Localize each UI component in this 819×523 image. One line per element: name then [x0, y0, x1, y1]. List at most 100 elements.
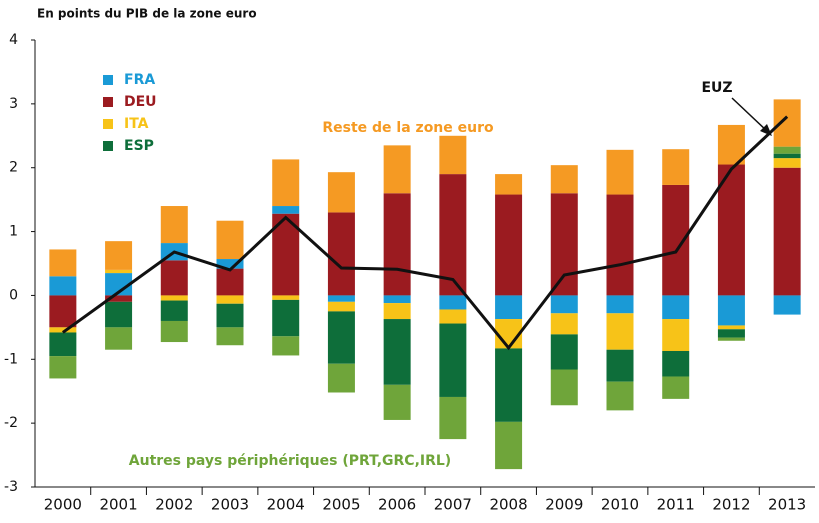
bar-segment — [327, 212, 355, 296]
bar-segment — [495, 421, 523, 470]
x-tick-label: 2011 — [657, 496, 695, 514]
bar-segment — [105, 241, 133, 270]
bar-segment — [383, 145, 411, 194]
legend-label: DEU — [124, 94, 157, 110]
bar-segment — [160, 320, 188, 343]
bar-segment — [216, 220, 244, 260]
bar-segment — [160, 260, 188, 296]
bar-segment — [717, 325, 745, 330]
bar-segment — [606, 313, 634, 350]
bar-segment — [160, 300, 188, 321]
bar-segment — [272, 295, 300, 300]
chart-title: En points du PIB de la zone euro — [37, 7, 257, 21]
bar-segment — [383, 193, 411, 296]
line-label: EUZ — [701, 80, 732, 96]
x-tick-label: 2012 — [712, 496, 750, 514]
bar-segment — [606, 381, 634, 411]
bar-segment — [49, 249, 77, 277]
bar-segment — [662, 149, 690, 185]
bar-segment — [773, 295, 801, 315]
arrow-head — [760, 124, 772, 136]
bar-segment — [606, 295, 634, 314]
bar-segment — [327, 311, 355, 364]
bar-segment — [160, 295, 188, 301]
bar-segment — [495, 295, 523, 320]
bar-segment — [662, 319, 690, 351]
bar-segment — [439, 309, 467, 324]
y-tick-label: 3 — [9, 96, 18, 112]
bar-segment — [272, 336, 300, 356]
bar-segment — [550, 295, 578, 314]
bar-segment — [773, 99, 801, 147]
y-tick-label: -3 — [4, 479, 18, 495]
x-tick-label: 2000 — [44, 496, 82, 514]
bar-segment — [216, 327, 244, 346]
x-tick-label: 2009 — [545, 496, 583, 514]
x-tick-label: 2002 — [155, 496, 193, 514]
bar-segment — [439, 396, 467, 440]
bar-segment — [383, 319, 411, 385]
bar-segment — [717, 295, 745, 326]
y-tick-label: -1 — [4, 351, 18, 367]
bar-segment — [327, 301, 355, 312]
bar-segment — [550, 313, 578, 335]
bar-segment — [216, 268, 244, 296]
legend-swatch — [103, 119, 113, 129]
bar-segment — [606, 349, 634, 382]
x-tick-label: 2006 — [378, 496, 416, 514]
x-tick-label: 2003 — [211, 496, 249, 514]
x-tick-label: 2013 — [768, 496, 806, 514]
bar-segment — [105, 295, 133, 302]
bar-segment — [105, 269, 133, 274]
bar-segment — [105, 301, 133, 328]
x-tick-label: 2007 — [434, 496, 472, 514]
legend-swatch — [103, 97, 113, 107]
bar-segment — [495, 348, 523, 422]
bar-segment — [272, 299, 300, 337]
x-tick-label: 2008 — [489, 496, 527, 514]
bar-segment — [216, 295, 244, 304]
annotation: Reste de la zone euro — [322, 120, 494, 136]
y-tick-label: 1 — [9, 224, 18, 240]
bar-segment — [272, 206, 300, 214]
bar-segment — [49, 332, 77, 357]
bar-segment — [160, 206, 188, 244]
arrow — [731, 97, 769, 133]
bar-segment — [662, 376, 690, 399]
legend-label: ITA — [124, 116, 149, 132]
bar-segment — [773, 158, 801, 168]
bar-segment — [495, 194, 523, 296]
bar-segment — [439, 174, 467, 296]
bar-segment — [105, 327, 133, 350]
bar-segment — [49, 295, 77, 328]
bar-segment — [773, 153, 801, 159]
bar-segment — [717, 124, 745, 165]
bar-segment — [439, 135, 467, 175]
bar-segment — [550, 193, 578, 296]
legend-label: ESP — [124, 138, 154, 154]
bar-segment — [717, 329, 745, 338]
bar-segment — [327, 172, 355, 213]
bar-segment — [606, 149, 634, 195]
bar-segment — [383, 384, 411, 420]
bar-segment — [272, 159, 300, 207]
x-tick-label: 2004 — [267, 496, 305, 514]
x-tick-label: 2005 — [322, 496, 360, 514]
bar-segment — [383, 295, 411, 304]
legend-label: FRA — [124, 72, 155, 88]
y-tick-label: 4 — [9, 32, 18, 48]
annotation: Autres pays périphériques (PRT,GRC,IRL) — [129, 453, 451, 469]
bar-segment — [327, 363, 355, 393]
x-tick-label: 2001 — [99, 496, 137, 514]
bar-segment — [773, 167, 801, 296]
bar-segment — [49, 356, 77, 379]
bar-segment — [49, 276, 77, 296]
bar-segment — [105, 273, 133, 296]
bar-segment — [383, 303, 411, 320]
bar-segment — [495, 174, 523, 195]
bar-segment — [606, 194, 634, 296]
bar-segment — [773, 146, 801, 154]
legend-swatch — [103, 141, 113, 151]
bar-segment — [717, 164, 745, 296]
